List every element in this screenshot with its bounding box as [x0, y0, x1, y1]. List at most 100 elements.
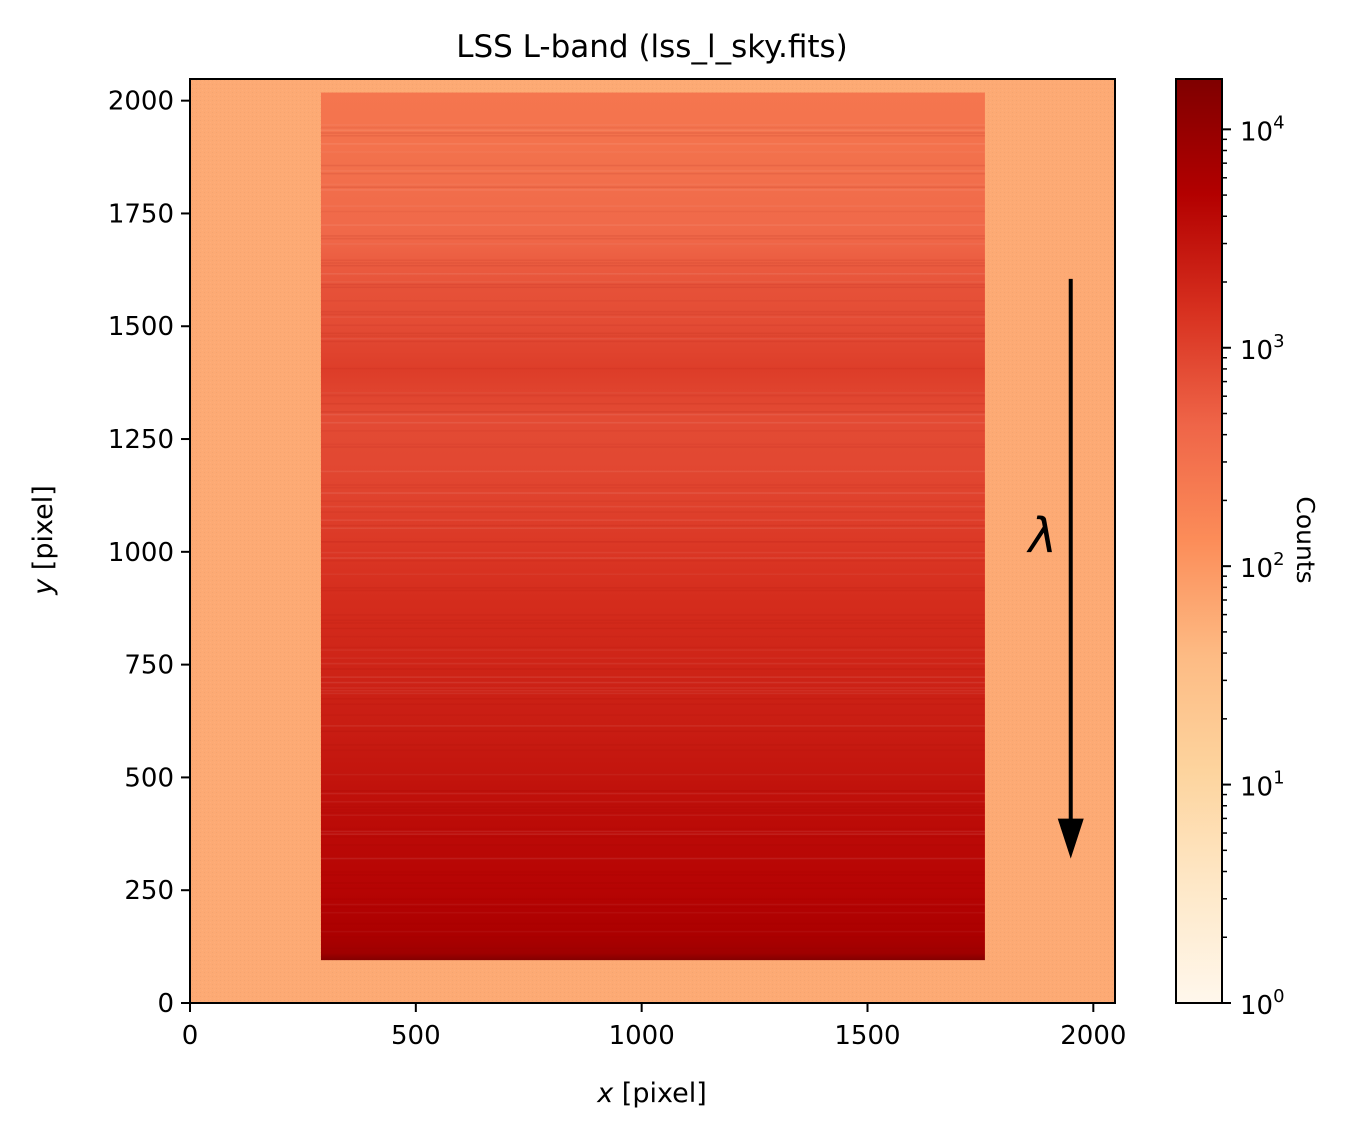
sky-line-band [320, 657, 985, 660]
sky-line-band [320, 446, 985, 448]
sky-line-band [320, 922, 985, 925]
sky-line-band [320, 367, 985, 370]
sky-line-band [320, 524, 985, 527]
sky-line-band [320, 806, 985, 808]
sky-line-band [320, 170, 985, 172]
sky-line-band [320, 332, 985, 335]
colorbar-ticks: 100 101 102 103 104 [1222, 112, 1285, 1021]
sky-line-band [320, 646, 985, 649]
colorbar: 100 101 102 103 104 Counts [1175, 78, 1320, 1021]
sky-line-band [320, 402, 985, 405]
sky-line-band [320, 811, 985, 814]
sky-line-band [320, 324, 985, 327]
sky-line-band [320, 744, 985, 746]
sky-line-band [320, 143, 985, 145]
sky-line-band [320, 443, 985, 446]
sky-line-band [320, 411, 985, 413]
sky-line-band [320, 126, 985, 129]
colorbar-tick-label: 101 [1240, 768, 1285, 803]
sky-line-band [320, 827, 985, 830]
sky-line-band [320, 614, 985, 616]
sky-line-band [320, 622, 985, 624]
sky-line-bands [320, 124, 985, 949]
sky-line-band [320, 714, 985, 716]
sky-line-band [320, 235, 985, 237]
sky-line-band [320, 589, 985, 592]
sky-line-band [320, 281, 985, 283]
sky-line-band [320, 337, 985, 340]
wavelength-arrow-head [1057, 818, 1084, 859]
y-tick-label: 250 [124, 876, 174, 906]
y-tick-label: 2000 [108, 87, 174, 117]
y-tick-label: 1250 [108, 425, 174, 455]
sky-line-band [320, 808, 985, 811]
y-tick-label: 1000 [108, 538, 174, 568]
sky-line-band [320, 243, 985, 245]
sky-line-band [320, 619, 985, 622]
sky-line-band [320, 541, 985, 543]
sky-line-band [320, 898, 985, 900]
x-tick-label: 500 [391, 1021, 441, 1051]
sky-line-band [320, 392, 985, 394]
sky-line-band [320, 668, 985, 670]
sky-spectrum-region [320, 92, 985, 961]
sky-line-band [320, 500, 985, 502]
wavelength-annotation: λ [1026, 278, 1084, 859]
sky-line-band [320, 573, 985, 576]
sky-line-band [320, 527, 985, 530]
sky-line-band [320, 911, 985, 914]
sky-line-band [320, 172, 985, 175]
sky-line-band [320, 830, 985, 833]
sky-line-band [320, 844, 985, 846]
sky-line-band [320, 790, 985, 792]
sky-line-band [320, 134, 985, 137]
sky-line-band [320, 587, 985, 589]
sky-line-band [320, 186, 985, 188]
sky-line-band [320, 340, 985, 343]
y-tick-label: 0 [157, 989, 174, 1019]
colorbar-tick-label: 104 [1240, 112, 1285, 147]
sky-line-band [320, 792, 985, 795]
sky-line-band [320, 205, 985, 207]
sky-line-band [320, 189, 985, 191]
sky-line-band [320, 773, 985, 776]
sky-line-band [320, 273, 985, 275]
sky-line-band [320, 551, 985, 554]
sky-line-band [320, 394, 985, 397]
x-tick-label: 1000 [609, 1021, 675, 1051]
sky-line-band [320, 470, 985, 473]
sky-line-band [320, 836, 985, 838]
colorbar-frame [1175, 78, 1223, 1004]
sky-line-band [320, 681, 985, 684]
sky-line-band [320, 559, 985, 562]
sky-line-band [320, 164, 985, 167]
chart-title: LSS L-band (lss_l_sky.fits) [456, 29, 848, 65]
sky-line-band [320, 803, 985, 806]
colorbar-tick-label: 102 [1240, 549, 1285, 584]
x-tick-label: 1500 [834, 1021, 900, 1051]
sky-line-band [320, 286, 985, 289]
sky-line-band [320, 132, 985, 134]
sky-line-band [320, 210, 985, 213]
sky-line-band [320, 627, 985, 630]
sky-line-band [320, 505, 985, 508]
sky-line-band [320, 313, 985, 316]
sky-line-band [320, 873, 985, 876]
y-tick-label: 500 [124, 763, 174, 793]
sky-line-band [320, 649, 985, 651]
colorbar-gradient [1176, 79, 1222, 1003]
sky-line-band [320, 511, 985, 513]
sky-line-band [320, 903, 985, 906]
sky-line-band [320, 310, 985, 313]
sky-line-band [320, 635, 985, 638]
sky-line-band [320, 259, 985, 262]
sky-line-band [320, 887, 985, 890]
sky-line-band [320, 335, 985, 337]
sky-line-band [320, 857, 985, 860]
sky-line-band [320, 430, 985, 432]
x-axis: 0 500 1000 1500 2000 [182, 1003, 1126, 1051]
sky-line-band [320, 413, 985, 416]
sky-line-band [320, 492, 985, 494]
y-tick-label: 750 [124, 651, 174, 681]
sky-line-band [320, 676, 985, 678]
